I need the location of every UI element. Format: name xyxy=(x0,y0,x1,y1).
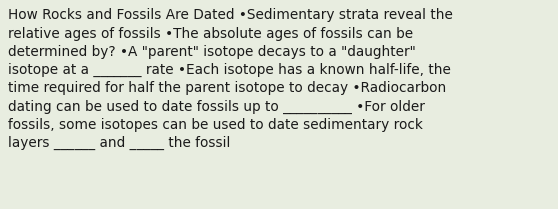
Text: How Rocks and Fossils Are Dated •Sedimentary strata reveal the
relative ages of : How Rocks and Fossils Are Dated •Sedimen… xyxy=(8,8,453,150)
